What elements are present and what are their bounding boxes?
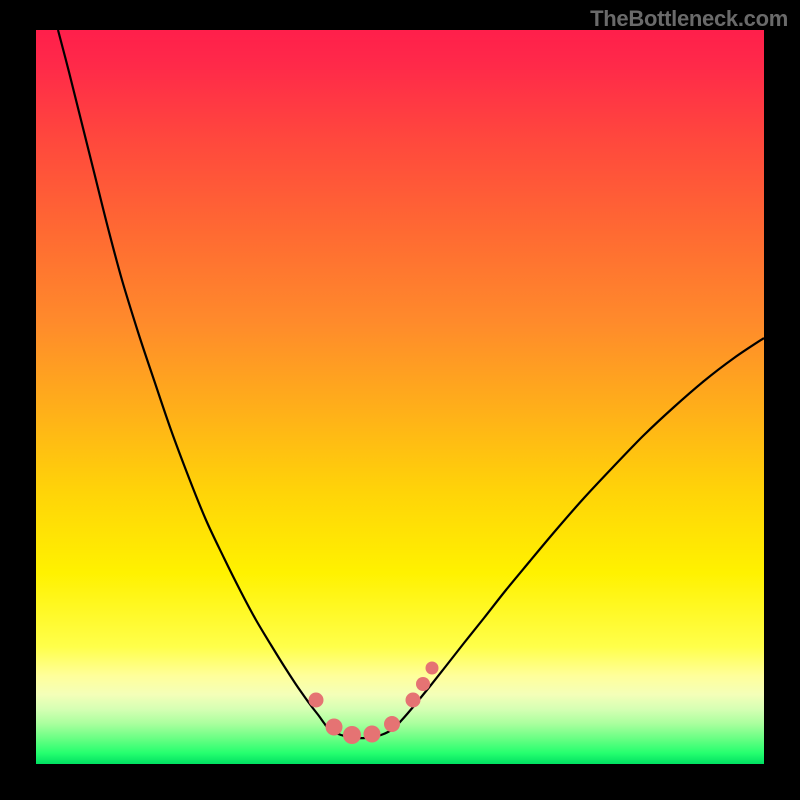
data-point-marker (364, 726, 381, 743)
data-point-marker (326, 719, 343, 736)
watermark-text: TheBottleneck.com (590, 6, 788, 32)
marker-layer (36, 30, 764, 764)
data-point-marker (406, 693, 421, 708)
plot-area (36, 30, 764, 764)
data-point-marker (426, 662, 439, 675)
data-point-marker (416, 677, 430, 691)
data-point-marker (384, 716, 400, 732)
data-point-marker (343, 726, 361, 744)
data-point-marker (309, 693, 324, 708)
